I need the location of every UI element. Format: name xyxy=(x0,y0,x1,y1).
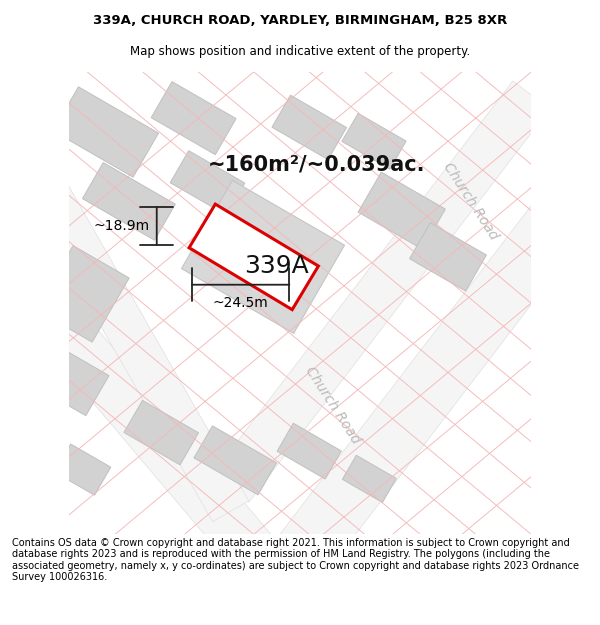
Polygon shape xyxy=(3,264,296,597)
Text: Map shows position and indicative extent of the property.: Map shows position and indicative extent… xyxy=(130,45,470,58)
Text: ~160m²/~0.039ac.: ~160m²/~0.039ac. xyxy=(208,154,425,174)
Polygon shape xyxy=(38,348,109,416)
Text: ~18.9m: ~18.9m xyxy=(94,219,150,233)
Polygon shape xyxy=(55,444,111,495)
Text: ~24.5m: ~24.5m xyxy=(213,296,269,310)
Polygon shape xyxy=(82,162,175,240)
Polygon shape xyxy=(272,95,347,159)
Polygon shape xyxy=(212,81,550,502)
Polygon shape xyxy=(151,82,236,154)
Polygon shape xyxy=(124,401,199,465)
Polygon shape xyxy=(53,87,158,177)
Polygon shape xyxy=(36,246,129,342)
Polygon shape xyxy=(358,172,445,249)
Polygon shape xyxy=(194,426,277,495)
Polygon shape xyxy=(170,151,245,215)
Text: 339A, CHURCH ROAD, YARDLEY, BIRMINGHAM, B25 8XR: 339A, CHURCH ROAD, YARDLEY, BIRMINGHAM, … xyxy=(93,14,507,27)
Polygon shape xyxy=(342,113,406,169)
Text: Church Road: Church Road xyxy=(302,364,362,446)
Text: Church Road: Church Road xyxy=(441,160,501,242)
Text: Contains OS data © Crown copyright and database right 2021. This information is : Contains OS data © Crown copyright and d… xyxy=(12,538,579,582)
Polygon shape xyxy=(276,146,600,576)
Polygon shape xyxy=(410,222,487,291)
Text: 339A: 339A xyxy=(245,254,309,278)
Polygon shape xyxy=(277,423,341,479)
Polygon shape xyxy=(28,177,248,522)
Polygon shape xyxy=(343,455,397,503)
Polygon shape xyxy=(189,204,319,309)
Polygon shape xyxy=(181,181,344,333)
